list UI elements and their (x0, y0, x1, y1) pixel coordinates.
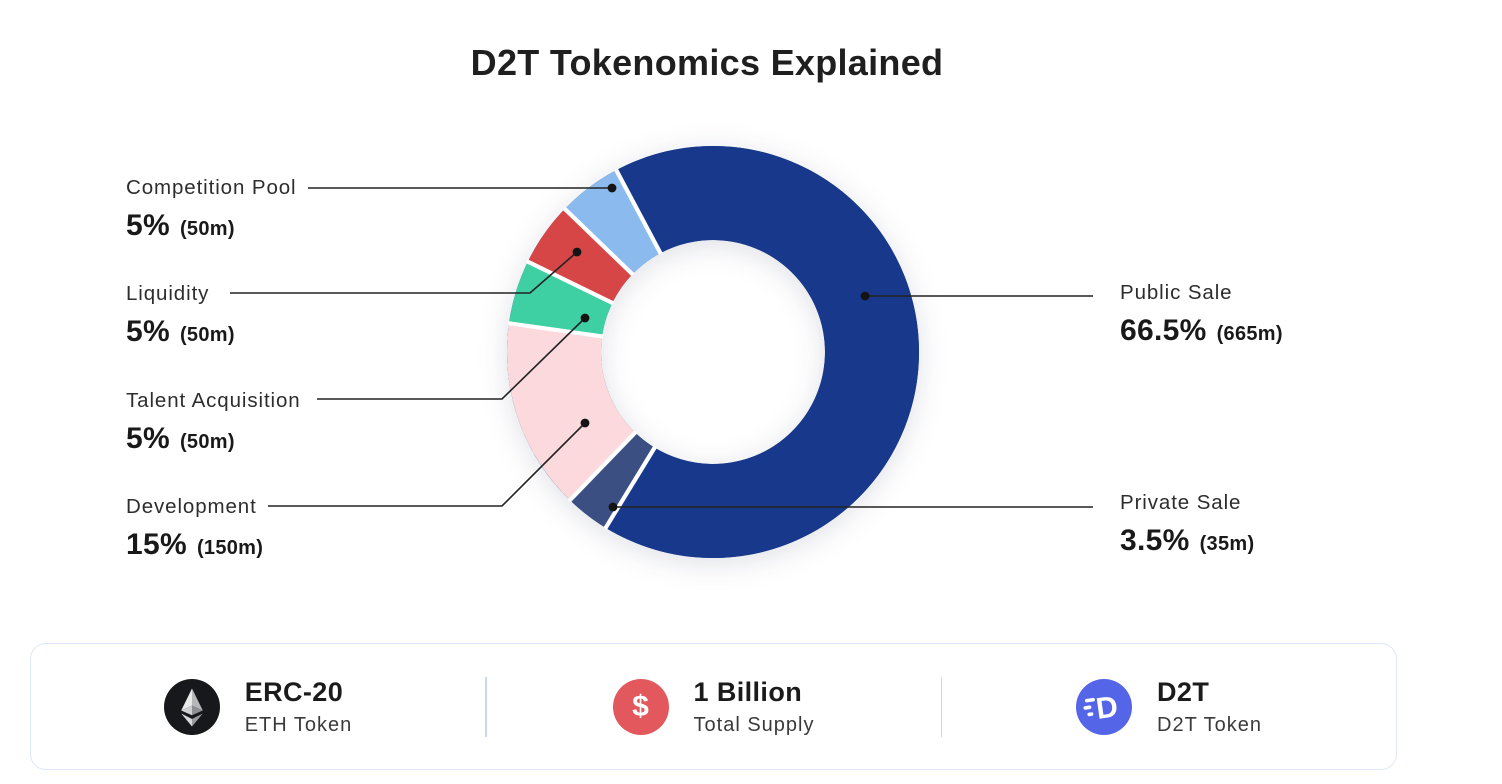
segment-gap (613, 168, 663, 255)
callout-amount: (665m) (1216, 322, 1283, 345)
callout-public-sale: Public Sale 66.5% (665m) (1120, 281, 1283, 347)
callout-label: Competition Pool (126, 176, 297, 199)
callout-liquidity: Liquidity 5% (50m) (126, 282, 235, 348)
dollar-glyph: $ (632, 689, 649, 723)
supply-subtitle: Total Supply (693, 713, 815, 736)
erc20-title: ERC-20 (244, 676, 344, 707)
leader-line-development (268, 422, 586, 507)
callout-percent: 5% (126, 314, 170, 348)
erc20-text: ERC-20 ETH Token (244, 676, 353, 736)
callout-competition-pool: Competition Pool 5% (50m) (126, 176, 297, 242)
svg-text:D: D (1094, 690, 1120, 726)
donut-segment-liquidity (527, 208, 633, 303)
donut-segment-public-sale (605, 146, 919, 559)
d2t-icon: D (1076, 678, 1132, 735)
callout-percent: 66.5% (1120, 313, 1207, 347)
donut-segment-development (507, 323, 636, 501)
token-info-item-erc20: ERC-20 ETH Token (31, 676, 485, 736)
callout-label: Talent Acquisition (126, 389, 301, 412)
d2t-text: D2T D2T Token (1157, 676, 1262, 736)
callout-amount: (150m) (196, 536, 264, 559)
token-info-item-supply: $ 1 Billion Total Supply (487, 676, 941, 736)
segment-gap (507, 321, 604, 339)
callout-label: Development (126, 495, 257, 518)
segment-gap (526, 259, 615, 306)
callout-amount: (50m) (179, 430, 235, 453)
supply-text: 1 Billion Total Supply (693, 676, 815, 736)
eth-diamond-glyph (180, 688, 203, 726)
callout-development: Development 15% (150m) (126, 495, 264, 561)
callout-percent: 15% (126, 527, 187, 561)
callout-percent: 3.5% (1120, 523, 1190, 557)
segment-gap (603, 445, 657, 530)
callout-percent: 5% (126, 208, 170, 242)
leader-line-talent-acquisition (317, 317, 586, 400)
leader-dot-private-sale (608, 502, 618, 512)
callout-value: 5% (50m) (126, 421, 301, 455)
chart-title: D2T Tokenomics Explained (470, 42, 944, 83)
segment-gap (562, 206, 635, 277)
d2t-logo-glyph: D (1083, 690, 1120, 726)
leader-dot-liquidity (572, 247, 582, 257)
leader-dot-public-sale (860, 291, 870, 301)
callout-label: Public Sale (1120, 281, 1233, 304)
callout-amount: (50m) (179, 217, 235, 240)
callout-percent: 5% (126, 421, 170, 455)
callout-label: Liquidity (126, 282, 210, 305)
card-divider (485, 676, 487, 737)
donut-segment-private-sale (569, 432, 655, 528)
callout-talent-acquisition: Talent Acquisition 5% (50m) (126, 389, 301, 455)
callout-private-sale: Private Sale 3.5% (35m) (1120, 491, 1255, 557)
callout-label: Private Sale (1120, 491, 1242, 514)
d2t-subtitle: D2T Token (1157, 713, 1262, 736)
token-info-item-d2t: D D2T D2T Token (942, 676, 1396, 736)
callout-amount: (35m) (1199, 532, 1255, 555)
token-info-card: ERC-20 ETH Token $ 1 Billion Total Suppl… (30, 643, 1397, 770)
segment-gap (567, 430, 638, 503)
leader-dot-talent-acquisition (580, 313, 590, 323)
callout-value: 3.5% (35m) (1120, 523, 1255, 557)
eth-icon (163, 678, 220, 735)
callout-value: 66.5% (665m) (1120, 313, 1283, 347)
callout-value: 15% (150m) (126, 527, 264, 561)
leader-line-liquidity (230, 251, 578, 294)
donut-chart (230, 146, 1093, 559)
supply-title: 1 Billion (693, 676, 803, 707)
leader-dot-competition-pool (607, 183, 617, 193)
callout-amount: (50m) (179, 323, 235, 346)
d2t-title: D2T (1157, 676, 1210, 707)
dollar-icon: $ (612, 678, 669, 735)
card-divider (940, 676, 942, 737)
callout-value: 5% (50m) (126, 314, 235, 348)
leader-dot-development (580, 418, 590, 428)
callout-value: 5% (50m) (126, 208, 297, 242)
donut-segment-competition-pool (564, 170, 661, 275)
erc20-subtitle: ETH Token (244, 713, 353, 736)
